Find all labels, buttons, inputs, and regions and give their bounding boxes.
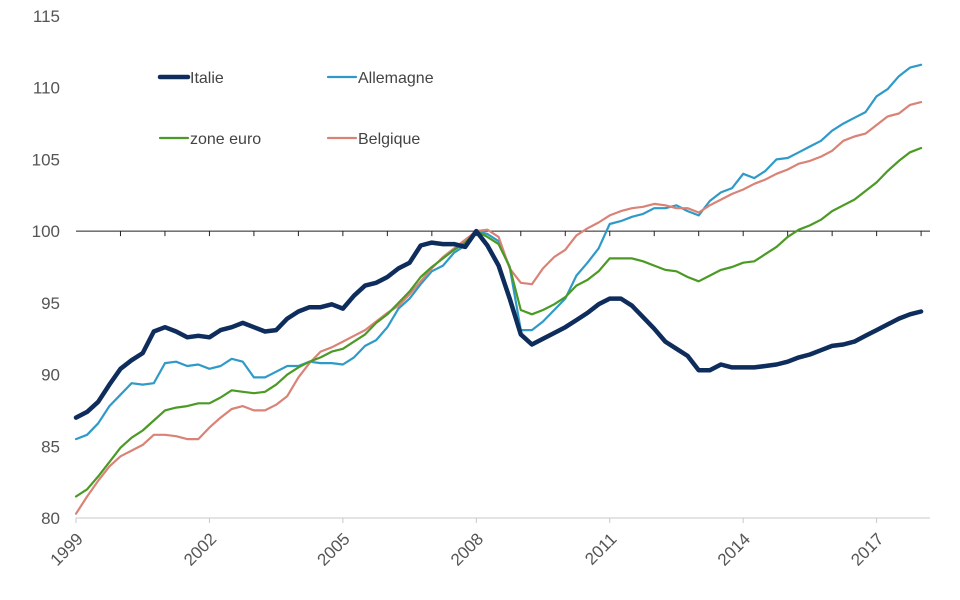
y-tick-label: 85 <box>41 437 60 456</box>
x-tick-label: 2017 <box>847 529 887 569</box>
series-line-zone-euro <box>74 146 923 498</box>
x-tick-label: 2014 <box>714 529 754 569</box>
legend-label: Belgique <box>358 131 420 148</box>
y-tick-label: 95 <box>41 294 60 313</box>
legend: Italie Allemagne zone euro Belgique <box>157 70 434 148</box>
series-line-italie <box>73 228 924 420</box>
x-tick-label: 2002 <box>180 529 220 569</box>
x-tick-label: 1999 <box>47 529 87 569</box>
gridlines <box>76 230 930 237</box>
x-tick-label: 2008 <box>447 529 487 569</box>
x-axis: 1999 2002 2005 2008 2011 2014 2017 <box>47 517 930 570</box>
x-tick-label: 2005 <box>314 529 354 569</box>
x-tick-label: 2011 <box>581 529 620 568</box>
y-tick-label: 110 <box>33 79 60 98</box>
y-tick-label: 100 <box>32 222 60 241</box>
y-tick-label: 105 <box>32 150 60 169</box>
legend-label: Allemagne <box>358 70 434 87</box>
y-tick-label: 90 <box>41 366 60 385</box>
y-axis: 80 85 90 95 100 105 110 115 <box>32 7 60 528</box>
y-tick-label: 80 <box>41 509 60 528</box>
legend-label: Italie <box>190 70 224 87</box>
series-line-allemagne <box>74 63 923 441</box>
series-line-belgique <box>74 100 923 515</box>
series-layer <box>73 63 924 515</box>
legend-label: zone euro <box>190 131 261 148</box>
y-tick-label: 115 <box>33 7 60 26</box>
